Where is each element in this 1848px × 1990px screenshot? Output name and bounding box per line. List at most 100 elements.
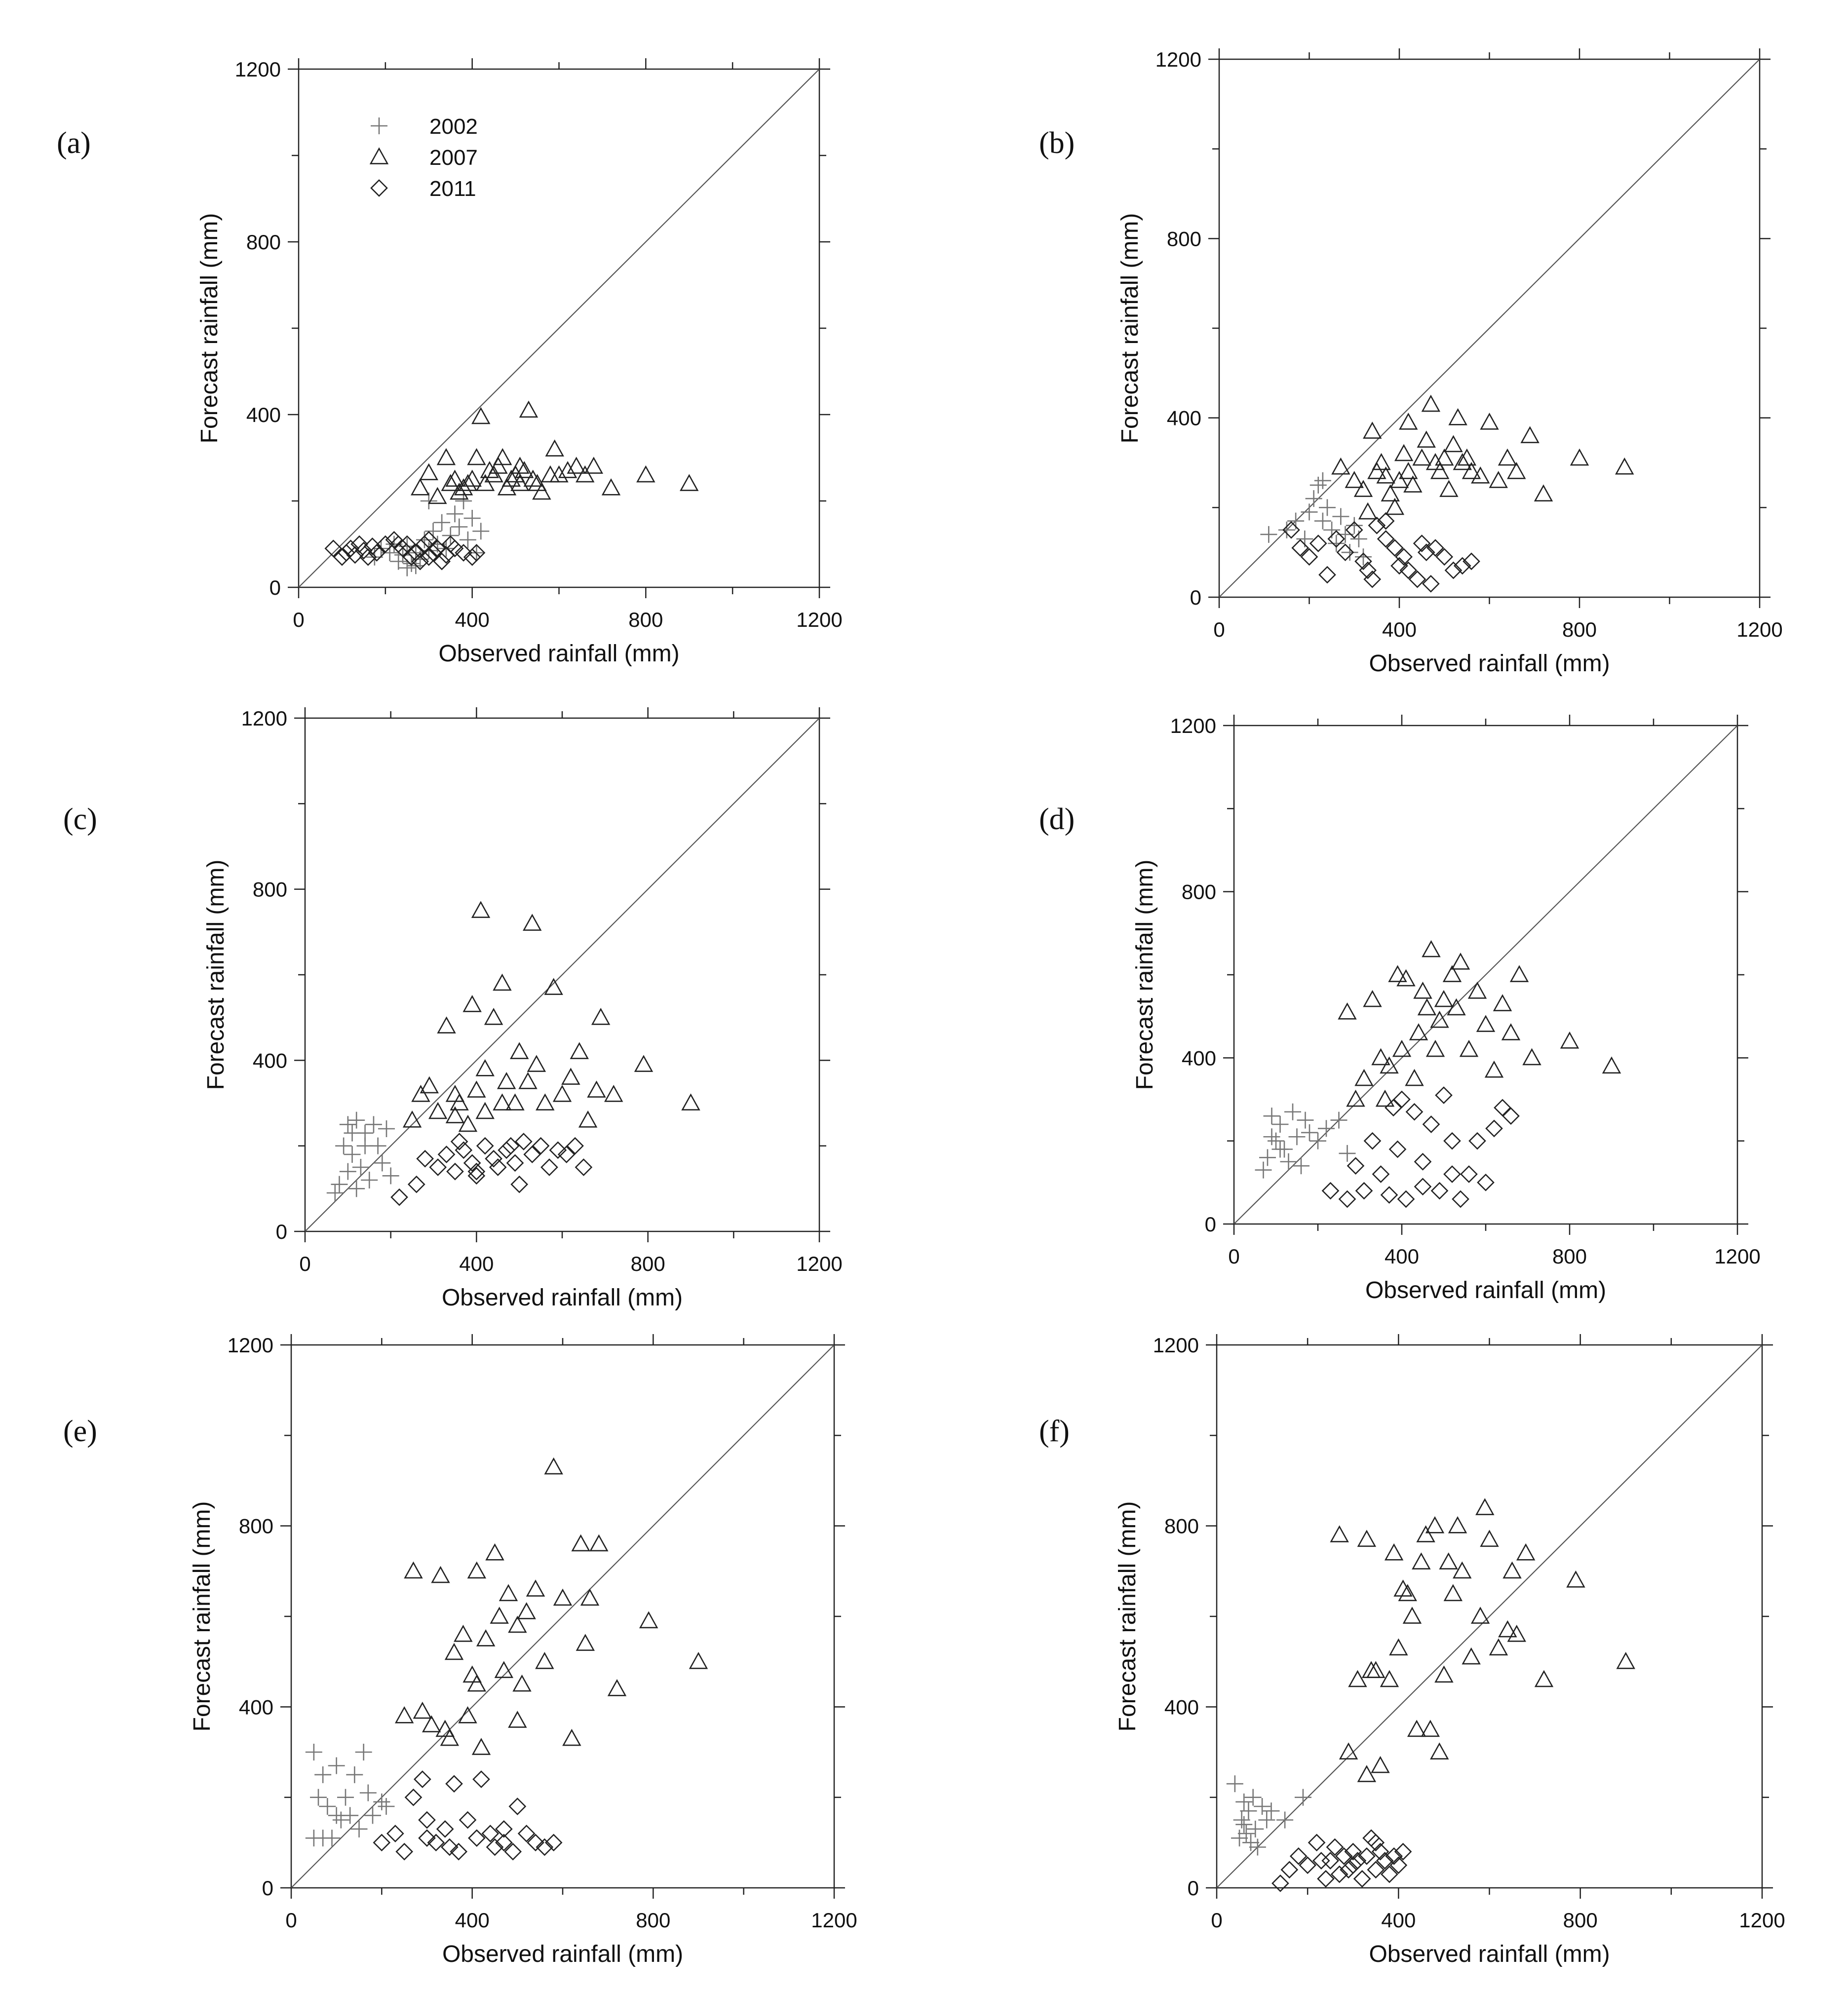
point-2002 bbox=[348, 1180, 365, 1197]
point-2011 bbox=[1321, 1182, 1340, 1200]
point-2007 bbox=[1480, 1530, 1499, 1547]
point-2011 bbox=[1318, 566, 1336, 584]
point-2007 bbox=[1361, 1661, 1381, 1678]
point-2007 bbox=[1522, 1048, 1541, 1066]
point-2011 bbox=[433, 552, 451, 571]
point-2007 bbox=[450, 482, 469, 500]
one-to-one-line bbox=[305, 718, 820, 1232]
series-2002 bbox=[305, 1744, 395, 1847]
x-axis-title: Observed rainfall (mm) bbox=[442, 1941, 683, 1967]
y-tick-label: 0 bbox=[1188, 1876, 1199, 1900]
point-2011 bbox=[1395, 548, 1413, 566]
point-2011 bbox=[467, 1162, 486, 1181]
point-2007 bbox=[510, 474, 530, 491]
point-2002 bbox=[433, 514, 451, 531]
point-2011 bbox=[575, 1158, 593, 1176]
point-2007 bbox=[634, 1055, 654, 1072]
panel-c: 0 400 800 1200 0 400 800 1200 Observed rainfall … bbox=[63, 707, 843, 1311]
y-tick-label: 0 bbox=[1190, 586, 1201, 609]
point-2011 bbox=[1405, 1103, 1424, 1121]
y-tick-label: 800 bbox=[1167, 227, 1201, 250]
point-2011 bbox=[446, 539, 464, 558]
series-2011 bbox=[390, 1133, 593, 1206]
point-2007 bbox=[494, 1661, 514, 1678]
x-axis-title: Observed rainfall (mm) bbox=[438, 641, 679, 667]
point-2002 bbox=[331, 1176, 348, 1193]
point-2011 bbox=[508, 1798, 527, 1815]
point-2011 bbox=[1385, 1099, 1402, 1117]
point-2007 bbox=[493, 973, 512, 991]
point-2011 bbox=[1326, 1838, 1344, 1856]
point-2007 bbox=[1534, 484, 1553, 501]
point-2007 bbox=[462, 469, 482, 487]
point-2007 bbox=[1412, 1552, 1431, 1569]
point-2011 bbox=[1422, 574, 1440, 593]
point-2007 bbox=[484, 1007, 503, 1025]
point-2011 bbox=[1299, 1856, 1317, 1875]
x-tick-label: 800 bbox=[1563, 1909, 1598, 1932]
point-2007 bbox=[1358, 502, 1378, 520]
series-2007 bbox=[394, 1457, 708, 1755]
point-2011 bbox=[416, 1149, 434, 1168]
point-2011 bbox=[1359, 561, 1377, 579]
point-2007 bbox=[1409, 1023, 1428, 1040]
point-2002 bbox=[455, 493, 472, 509]
point-2007 bbox=[1502, 1561, 1522, 1579]
point-2007 bbox=[1509, 965, 1529, 982]
point-2007 bbox=[607, 1679, 627, 1696]
panel-d: 0 400 800 1200 0 400 800 1200 Observed rainfall … bbox=[1039, 714, 1761, 1303]
point-2011 bbox=[467, 1167, 486, 1185]
point-2011 bbox=[1502, 1107, 1520, 1125]
x-tick-label: 400 bbox=[1381, 1909, 1416, 1932]
point-2011 bbox=[1344, 1842, 1362, 1861]
point-2007 bbox=[1501, 1023, 1521, 1040]
point-2011 bbox=[445, 1775, 463, 1793]
y-tick-label: 800 bbox=[253, 878, 287, 901]
point-2007 bbox=[462, 995, 482, 1012]
point-2011 bbox=[467, 544, 486, 562]
panel-b: 0 400 800 1200 0 400 800 1200 Observed rainfall … bbox=[1039, 48, 1783, 677]
point-2007 bbox=[639, 1611, 658, 1629]
point-2007 bbox=[419, 463, 438, 481]
point-2007 bbox=[1498, 448, 1517, 466]
point-2007 bbox=[1384, 1543, 1404, 1561]
point-2011 bbox=[472, 1770, 490, 1788]
point-2011 bbox=[495, 1834, 513, 1852]
x-axis-title: Observed rainfall (mm) bbox=[442, 1285, 683, 1311]
point-2007 bbox=[420, 1076, 439, 1094]
point-2011 bbox=[418, 1829, 436, 1847]
point-2007 bbox=[1353, 480, 1373, 497]
point-2007 bbox=[589, 1534, 609, 1552]
point-2007 bbox=[1399, 461, 1418, 479]
point-2011 bbox=[1426, 539, 1444, 557]
point-2002 bbox=[390, 553, 407, 570]
point-2011 bbox=[527, 1834, 544, 1852]
point-2007 bbox=[1348, 1670, 1367, 1687]
point-2002 bbox=[1293, 1157, 1309, 1175]
y-axis-title: Forecast rainfall (mm) bbox=[196, 213, 223, 444]
point-2011 bbox=[411, 552, 429, 571]
point-2002 bbox=[374, 1154, 391, 1172]
point-2011 bbox=[1452, 1190, 1469, 1208]
point-2002 bbox=[446, 505, 463, 523]
point-2002 bbox=[1237, 1825, 1255, 1842]
point-2007 bbox=[435, 1720, 455, 1737]
point-2011 bbox=[416, 535, 433, 553]
x-tick-label: 400 bbox=[1382, 618, 1417, 641]
point-2011 bbox=[1336, 543, 1354, 562]
point-2007 bbox=[485, 1543, 504, 1561]
series-2007 bbox=[1338, 940, 1621, 1107]
point-2007 bbox=[1354, 1069, 1374, 1086]
series-2011 bbox=[324, 531, 486, 571]
series-2011 bbox=[1321, 1086, 1520, 1208]
point-2007 bbox=[636, 465, 655, 483]
point-2007 bbox=[1407, 1720, 1426, 1737]
point-2007 bbox=[512, 1674, 532, 1692]
point-2011 bbox=[1435, 548, 1454, 566]
point-2011 bbox=[536, 1838, 554, 1856]
point-2011 bbox=[463, 548, 481, 566]
point-2002 bbox=[1260, 526, 1277, 543]
x-tick-label: 1200 bbox=[1739, 1909, 1785, 1932]
point-2007 bbox=[1338, 1002, 1357, 1020]
point-2011 bbox=[436, 1820, 454, 1838]
